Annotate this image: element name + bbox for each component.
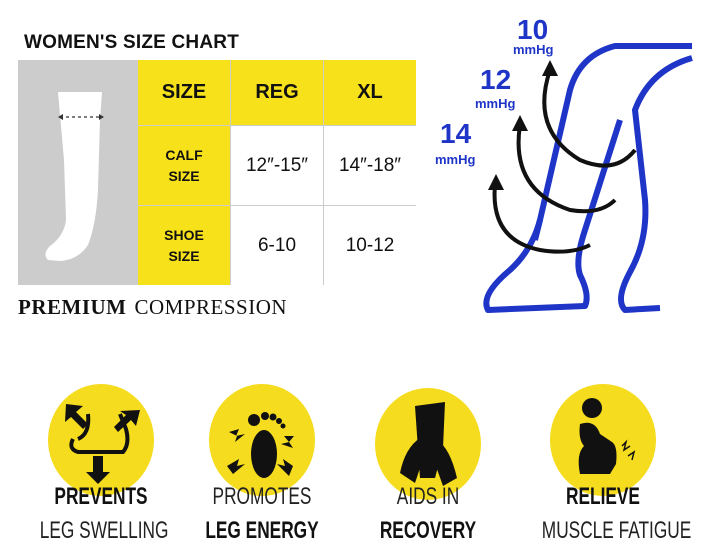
- row-label-shoe: SHOE SIZE: [138, 206, 230, 285]
- leg-compression-diagram: [483, 43, 693, 313]
- foot-swelling-arrows-icon: [48, 384, 154, 496]
- feature-promotes-energy: PROMOTES LEG ENERGY: [177, 384, 347, 544]
- size-chart-title: WOMEN'S SIZE CHART: [24, 32, 240, 53]
- feature-line2: MUSCLE FATIGUE: [541, 517, 692, 544]
- header-size: SIZE: [138, 60, 230, 125]
- feature-line1: PREVENTS: [54, 483, 148, 510]
- calf-xl: 14″-18″: [324, 126, 416, 205]
- feature-line1: PROMOTES: [212, 483, 312, 510]
- feature-relieve-fatigue: RELIEVE MUSCLE FATIGUE: [518, 384, 691, 544]
- calf-reg: 12″-15″: [231, 126, 323, 205]
- header-reg: REG: [231, 60, 323, 125]
- feature-line1: AIDS IN: [396, 483, 460, 510]
- feature-line1: RELIEVE: [566, 483, 640, 510]
- tagline-regular: COMPRESSION: [134, 295, 288, 319]
- footprint-energy-icon: [209, 384, 315, 496]
- sock-illustration: [45, 92, 104, 261]
- pressure-value-10: 10: [517, 14, 549, 45]
- pressure-unit-14: mmHg: [435, 152, 476, 167]
- pressure-value-12: 12: [480, 64, 512, 95]
- feature-line2: LEG ENERGY: [205, 517, 319, 544]
- size-chart-table: SIZE REG XL CALF SIZE 12″-15″ 14″-18″ SH…: [18, 60, 416, 285]
- feature-line2: LEG SWELLING: [39, 517, 169, 544]
- kneeling-person-pain-icon: [550, 384, 656, 496]
- pressure-value-14: 14: [440, 118, 472, 149]
- pressure-unit-12: mmHg: [475, 96, 516, 111]
- feature-prevents-swelling: PREVENTS LEG SWELLING: [16, 384, 186, 544]
- row-label-calf: CALF SIZE: [138, 126, 230, 205]
- header-xl: XL: [324, 60, 416, 125]
- shoe-xl: 10-12: [324, 206, 416, 285]
- tagline: PREMIUM COMPRESSION: [18, 295, 287, 320]
- pressure-unit-10: mmHg: [513, 42, 554, 57]
- hands-massaging-foot-icon: [375, 388, 481, 500]
- shoe-reg: 6-10: [231, 206, 323, 285]
- feature-aids-recovery: AIDS IN RECOVERY: [343, 384, 513, 544]
- tagline-bold: PREMIUM: [18, 295, 127, 319]
- feature-line2: RECOVERY: [379, 517, 477, 544]
